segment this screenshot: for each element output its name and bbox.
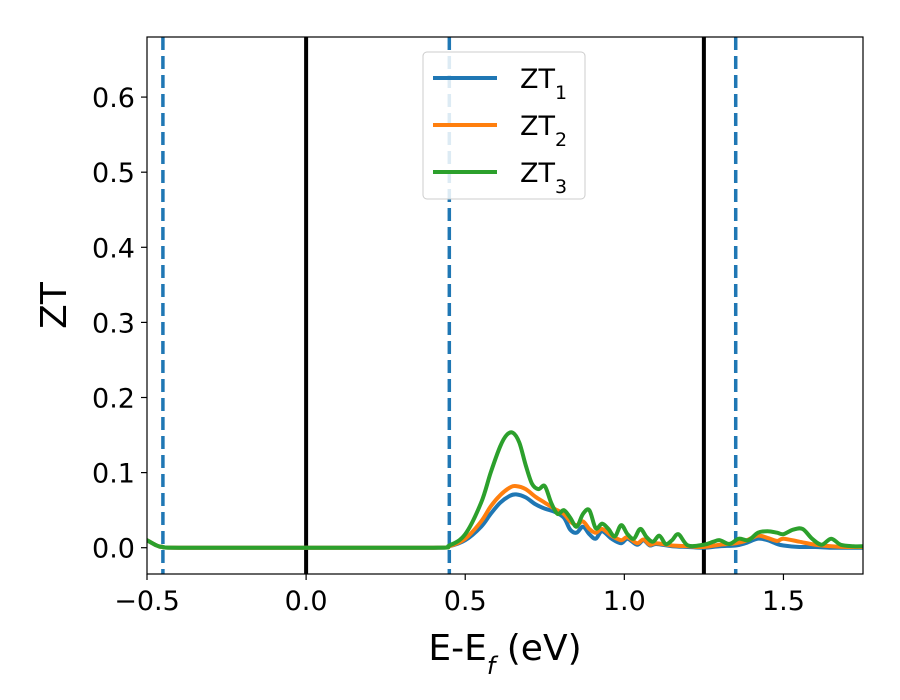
y-tick-label: 0.3 — [92, 308, 135, 339]
y-axis-ticks: 0.0 0.1 0.2 0.3 0.4 0.5 0.6 — [92, 83, 147, 565]
y-tick-label: 0.6 — [92, 83, 135, 114]
y-axis-label: ZT — [34, 281, 75, 329]
series-line-zt2 — [147, 484, 863, 550]
series-line-zt1 — [147, 492, 863, 550]
x-axis-ticks: −0.5 0.0 0.5 1.0 1.5 — [114, 574, 805, 617]
x-tick-label: −0.5 — [114, 586, 180, 617]
series-line-zt3 — [147, 430, 863, 550]
legend-label-zt3: ZT3 — [520, 158, 567, 198]
legend-label-zt2: ZT2 — [520, 111, 567, 151]
legend-box — [422, 51, 586, 200]
x-tick-label: 1.5 — [762, 586, 805, 617]
series-lines — [147, 430, 863, 550]
y-tick-label: 0.0 — [92, 534, 135, 565]
y-tick-label: 0.2 — [92, 384, 135, 415]
plot-frame — [146, 36, 864, 575]
reference-lines — [161, 37, 738, 574]
x-tick-label: 0.5 — [444, 586, 487, 617]
legend-label-zt1: ZT1 — [520, 64, 567, 104]
x-tick-label: 1.0 — [603, 586, 646, 617]
y-tick-label: 0.1 — [92, 459, 135, 490]
y-tick-label: 0.5 — [92, 158, 135, 189]
x-axis-label: E-Ef (eV) — [428, 628, 581, 680]
x-tick-label: 0.0 — [285, 586, 328, 617]
legend: ZT1 ZT2 ZT3 — [422, 51, 586, 200]
y-tick-label: 0.4 — [92, 233, 135, 264]
